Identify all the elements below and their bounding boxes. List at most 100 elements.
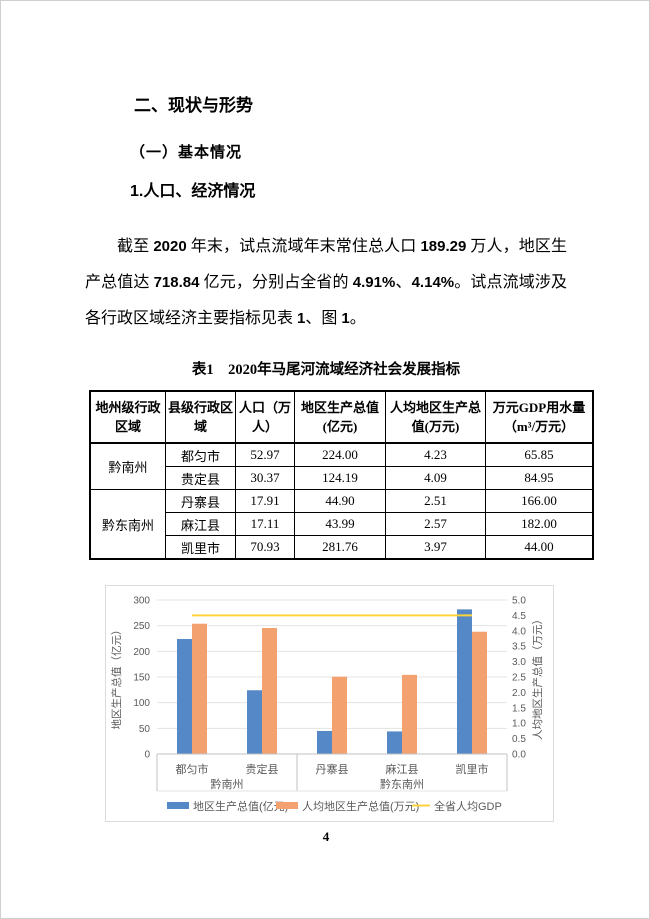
right-axis-tick-label: 1.5 [512,703,526,714]
right-axis-tick-label: 3.0 [512,657,526,668]
category-group-label: 黔南州 [211,777,244,791]
table-header-cell: 人均地区生产总值(万元) [385,390,486,444]
left-axis-title: 地区生产总值（亿元） [110,625,123,730]
right-axis-title: 人均地区生产总值（万元） [531,614,544,740]
subsection-heading: （一）基本情况 [130,145,243,161]
gdp-chart-figure: 0 50 100 150 200 250 300 0.0 0.5 1.0 1.5 2.0 2.5 3.0 3… [105,585,554,822]
paragraph-segment: 万人，地区生产总值达 [85,238,567,291]
table-body: 黔南州 都匀市 52.97 224.00 4.23 65.85 贵定县 30.37 124.19… [89,442,594,560]
left-axis-tick-label: 200 [133,647,150,658]
right-axis-tick-label: 5.0 [512,596,526,607]
table-row: 麻江县 17.11 43.99 2.57 182.00 [90,512,594,536]
paragraph-segment: 截至 [117,238,154,255]
bar-gdp-per-capita [262,628,277,754]
bar-gdp-per-capita [402,674,417,754]
paragraph-segment: 1 [297,310,306,327]
table-header-cell: 人口（万人） [235,390,295,444]
section-heading: 二、现状与形势 [134,96,253,115]
table-row: 贵定县 30.37 124.19 4.09 84.95 [90,466,594,490]
gdp-cell: 281.76 [294,535,386,560]
left-axis-tick-label: 50 [139,724,151,735]
population-cell: 17.91 [235,489,295,513]
bar-gdp [457,609,472,754]
bar-gdp [317,730,332,754]
gdp-chart: 0 50 100 150 200 250 300 0.0 0.5 1.0 1.5 2.0 2.5 3.0 3… [110,596,544,814]
legend-label-province-average: 全省人均GDP [434,799,502,813]
bar-gdp [387,731,402,754]
table-row: 凯里市 70.93 281.76 3.97 44.00 [90,535,594,560]
paragraph-segment: 亿元，分别占全省的 [199,274,353,291]
bar-gdp-per-capita [192,623,207,754]
water-per-gdp-cell: 166.00 [485,489,594,513]
subsubsection-heading: 1.人口、经济情况 [130,183,256,200]
table-row: 黔东南州 丹寨县 17.91 44.90 2.51 166.00 [89,489,594,560]
county-cell: 丹寨县 [165,489,236,513]
gdp-per-capita-cell: 2.51 [385,489,486,513]
gdp-per-capita-cell: 4.23 [385,442,486,467]
category-label: 麻江县 [386,762,419,776]
water-per-gdp-cell: 65.85 [485,442,594,467]
bar-gdp [247,690,262,754]
paragraph-segment: 、 [395,274,412,291]
intro-paragraph: 截至 2020 年末，试点流域年末常住总人口 189.29 万人，地区生产总值达… [85,229,567,337]
population-cell: 17.11 [235,512,295,536]
bar-gdp-per-capita [472,631,487,754]
paragraph-segment: 年末，试点流域年末常住总人口 [186,238,421,255]
right-axis-tick-label: 0.5 [512,734,526,745]
right-axis-tick-label: 4.0 [512,626,526,637]
category-label: 丹寨县 [316,762,349,776]
paragraph-segment: 4.91% [352,274,396,291]
left-axis-tick-label: 150 [133,673,150,684]
population-cell: 70.93 [235,535,295,560]
category-label: 都匀市 [176,762,209,776]
left-axis-tick-label: 0 [144,750,150,761]
paragraph-segment: 189.29 [420,238,467,255]
right-axis-tick-label: 0.0 [512,750,526,761]
table-header: 地州级行政区域 县级行政区域 人口（万人） 地区生产总值(亿元) 人均地区生产总值(万元… [89,390,594,444]
left-axis-tick-label: 100 [133,698,150,709]
category-label: 贵定县 [246,762,279,776]
bar-gdp [177,639,192,754]
table-header-cell: 万元GDP用水量（m³/万元） [485,390,594,444]
table-title: 表1 2020年马尾河流域经济社会发展指标 [191,362,461,378]
economic-indicators-table: 地州级行政区域 县级行政区域 人口（万人） 地区生产总值(亿元) 人均地区生产总值(万元… [89,390,594,560]
category-group-label: 黔东南州 [380,777,424,791]
paragraph-segment: 。 [349,310,366,327]
paragraph-segment: 1 [341,310,350,327]
legend-label-gdp: 地区生产总值(亿元) [193,799,288,813]
population-cell: 52.97 [235,442,295,467]
county-cell: 都匀市 [165,442,236,467]
table-header-cell: 地区生产总值(亿元) [294,390,386,444]
left-axis-tick-label: 250 [133,621,150,632]
population-cell: 30.37 [235,466,295,490]
right-axis-tick-label: 2.0 [512,688,526,699]
right-axis-tick-label: 2.5 [512,673,526,684]
region-cell: 黔南州 [89,442,166,490]
paragraph-segment: 、图 [305,310,342,327]
legend-swatch-gdp-per-capita [276,802,298,809]
paragraph-segment: 2020 [153,238,187,255]
county-cell: 贵定县 [165,466,236,490]
county-cell: 凯里市 [165,535,236,560]
gdp-cell: 44.90 [294,489,386,513]
paragraph-segment: 。试点流域涉及各行政区域经济主要指标见表 [85,274,567,327]
gdp-per-capita-cell: 2.57 [385,512,486,536]
gdp-cell: 124.19 [294,466,386,490]
paragraph-segment: 718.84 [153,274,200,291]
water-per-gdp-cell: 84.95 [485,466,594,490]
gdp-cell: 43.99 [294,512,386,536]
water-per-gdp-cell: 44.00 [485,535,594,560]
county-cell: 麻江县 [165,512,236,536]
gdp-per-capita-cell: 3.97 [385,535,486,560]
legend-swatch-gdp [167,802,189,809]
right-axis-tick-label: 3.5 [512,642,526,653]
table-row: 黔南州 都匀市 52.97 224.00 4.23 65.85 [89,442,594,490]
table-header-cell: 县级行政区域 [165,390,236,444]
legend-label-gdp-per-capita: 人均地区生产总值(万元) [302,799,419,813]
right-axis-tick-label: 1.0 [512,719,526,730]
paragraph-segment: 4.14% [411,274,455,291]
table-header-cell: 地州级行政区域 [89,390,166,444]
category-label: 凯里市 [456,762,489,776]
left-axis-tick-label: 300 [133,596,150,607]
